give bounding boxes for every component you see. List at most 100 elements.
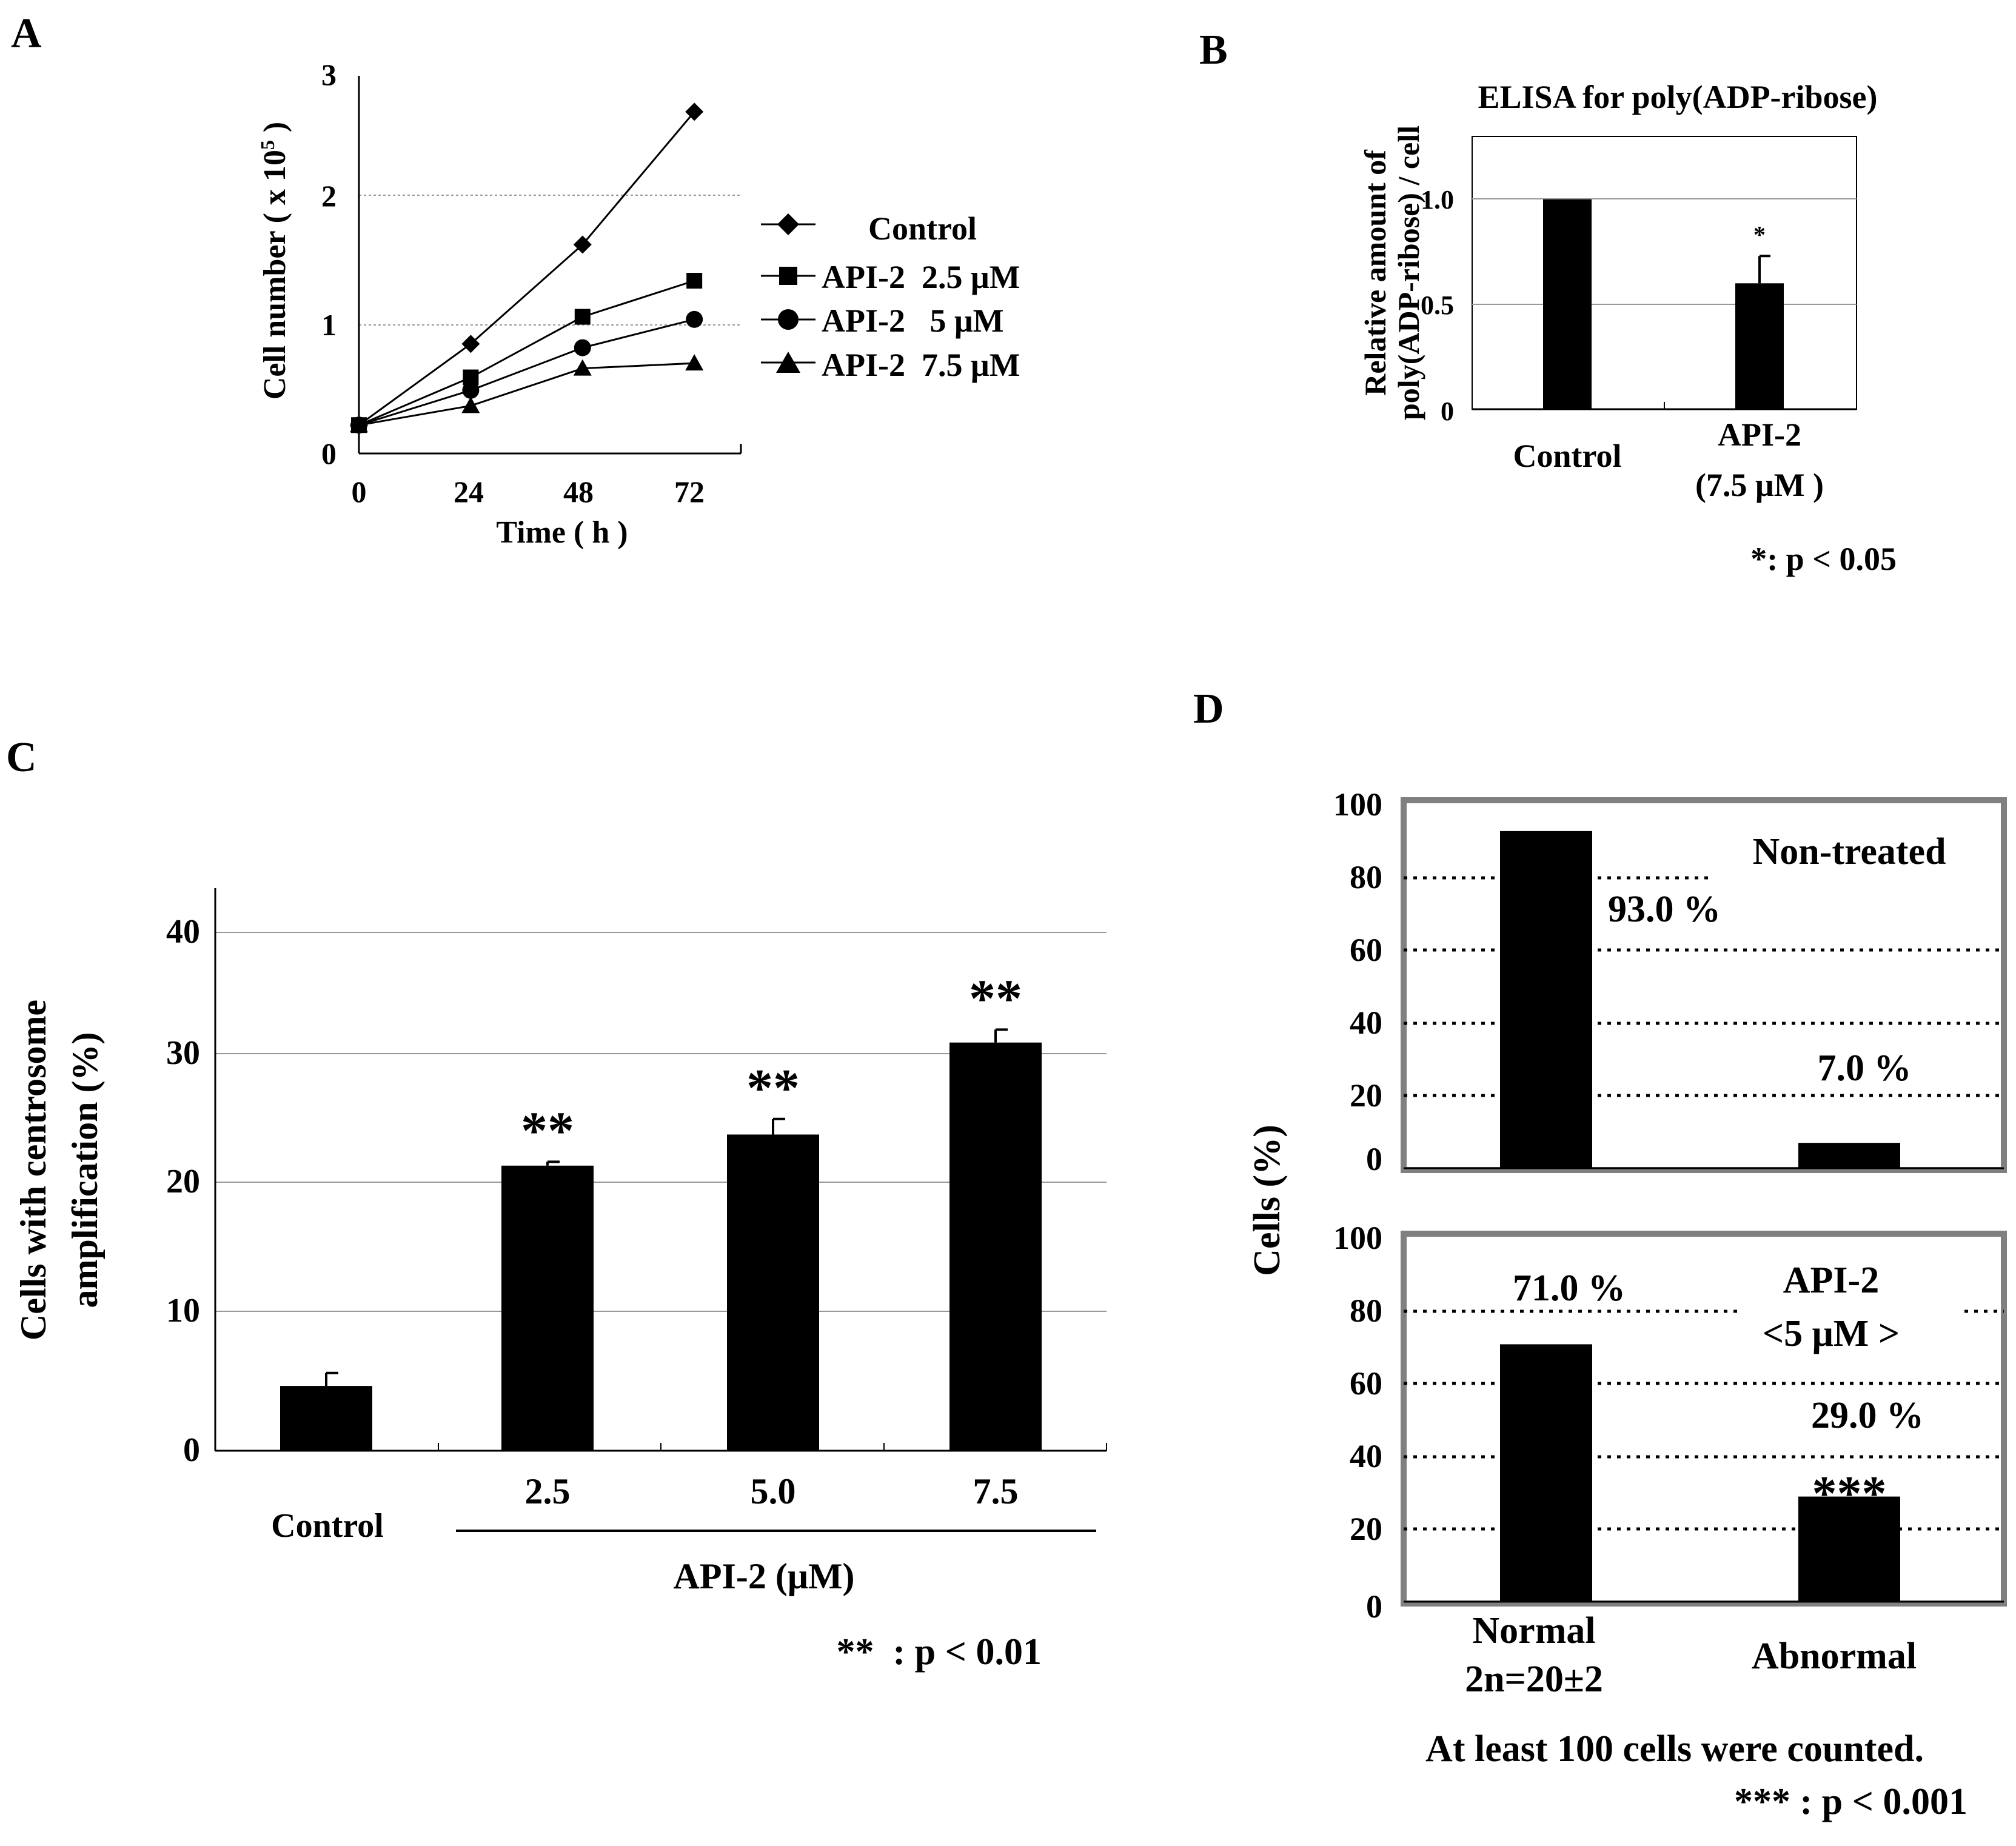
panel-a-legend: Control API-2 2.5 μM API-2 5 μM API-2 7.…: [761, 210, 1020, 383]
bar-control: [280, 1386, 372, 1451]
panel-a-y-axis-label: Cell number ( x 105 ): [256, 122, 292, 400]
panel-c-ytick-30: 30: [166, 1034, 200, 1072]
panel-d-bottom-ytick-100: 100: [1333, 1220, 1382, 1256]
series-line-api-2-2-5-m: [358, 279, 695, 426]
panel-b-y-axis-label-2: poly(ADP-ribose) / cell: [1391, 125, 1425, 420]
panel-d-top-ytick-40: 40: [1350, 1005, 1382, 1041]
panel-b-xtick-api2: API-2: [1718, 416, 1801, 453]
significance-7-5: **: [969, 969, 1022, 1028]
panel-b-ytick-2: 1.0: [1421, 185, 1454, 215]
panel-c-footnote: ** : p < 0.01: [837, 1631, 1042, 1673]
panel-d-xtick-normal: Normal: [1472, 1610, 1595, 1651]
panel-b-ytick-0: 0: [1441, 396, 1454, 426]
panel-d-bottom-ytick-60: 60: [1350, 1365, 1382, 1402]
panel-a-ytick-1: 1: [321, 308, 337, 342]
data-point-api-2-7-5-m-48h: [573, 359, 592, 376]
panel-c-ytick-0: 0: [183, 1431, 200, 1469]
panel-letter-b: B: [1199, 27, 1228, 73]
panel-a-xtick-2: 48: [563, 475, 594, 509]
bar-2-5: [501, 1165, 594, 1451]
panel-d-top-ytick-80: 80: [1350, 859, 1382, 895]
legend-label-5: API-2 5 μM: [822, 303, 1004, 339]
panel-d-footnote: *** : p < 0.001: [1734, 1781, 1967, 1822]
data-point-control-48h: [573, 235, 592, 254]
panel-a-ytick-2: 2: [321, 179, 337, 213]
panel-d-xtick-abnormal: Abnormal: [1752, 1636, 1917, 1677]
significance-5-0: **: [746, 1059, 800, 1118]
data-point-api-2-5-m-24h: [462, 381, 480, 399]
bar-top-normal: [1500, 831, 1592, 1168]
panel-c-ytick-20: 20: [166, 1163, 200, 1200]
bar-bottom-abnormal: [1798, 1496, 1900, 1602]
data-point-api-2-7-5-m-0h: [350, 416, 368, 433]
data-point-api-2-7-5-m-24h: [461, 396, 480, 413]
data-point-api-2-7-5-m-72h: [685, 354, 704, 371]
panel-b-title: ELISA for poly(ADP-ribose): [1478, 79, 1877, 115]
panel-c-xtick-control: Control: [271, 1507, 384, 1545]
legend-label-7-5: API-2 7.5 μM: [822, 347, 1020, 383]
panel-d-bottom-condition: API-2: [1783, 1260, 1879, 1301]
panel-d-bottom-value-abnormal: 29.0 %: [1811, 1395, 1924, 1436]
data-point-api-2-2-5-m-72h: [686, 273, 703, 289]
significance-bottom-abnormal: ***: [1812, 1466, 1887, 1521]
panel-a-xtick-0: 0: [352, 475, 367, 509]
panel-d-bottom-ytick-0: 0: [1366, 1588, 1382, 1625]
panel-c-group-label: API-2 (μM): [674, 1556, 855, 1596]
panel-d-chart: *** 0 20 40 60 80 100 0 20 40 60 80 100 …: [1247, 786, 2007, 1822]
panel-a-xtick-3: 72: [674, 475, 705, 509]
significance-api-2: *: [1753, 221, 1766, 248]
panel-d-xtick-normal-2n: 2n=20±2: [1465, 1659, 1603, 1700]
legend-marker-2-5: [779, 267, 797, 285]
panel-a-chart: 0 1 2 3 0 24 48 72 Time ( h ) Cell numbe…: [256, 58, 1020, 550]
legend-label-control: Control: [868, 210, 977, 247]
panel-d-top-ytick-100: 100: [1333, 786, 1382, 823]
panel-c-xtick-7-5: 7.5: [973, 1471, 1019, 1511]
panel-d-bottom-condition-dose: <5 μM >: [1763, 1313, 1900, 1354]
bar-control: [1543, 199, 1592, 409]
panel-d-top-value-normal: 93.0 %: [1608, 889, 1721, 930]
panel-a-x-axis-label: Time ( h ): [496, 515, 628, 550]
panel-b-y-axis-label: Relative amount of: [1358, 149, 1392, 396]
panel-d-note: At least 100 cells were counted.: [1425, 1728, 1924, 1770]
bar-api-2: [1735, 283, 1784, 409]
panel-c-ytick-40: 40: [166, 913, 200, 951]
panel-d-bottom-value-normal: 71.0 %: [1513, 1268, 1626, 1309]
panel-d-y-axis-label: Cells (%): [1247, 1125, 1288, 1276]
significance-2-5: **: [521, 1102, 574, 1160]
data-point-control-72h: [685, 102, 704, 121]
bar-7-5: [949, 1042, 1042, 1451]
panel-letter-d: D: [1193, 686, 1224, 732]
panel-c-chart: ** ** ** 0 10 20 30 40 Control 2.5 5.0 7.5…: [13, 888, 1107, 1673]
panel-b-xtick-api2-dose: (7.5 μM ): [1695, 467, 1824, 503]
panel-d-top-value-abnormal: 7.0 %: [1818, 1048, 1912, 1089]
bar-bottom-normal: [1500, 1344, 1592, 1602]
bar-5-0: [727, 1134, 819, 1451]
panel-c-ytick-10: 10: [166, 1292, 200, 1329]
panel-d-bottom-ytick-80: 80: [1350, 1293, 1382, 1329]
data-point-control-24h: [461, 335, 480, 353]
data-point-api-2-5-m-72h: [686, 310, 703, 328]
panel-d-top-ytick-20: 20: [1350, 1077, 1382, 1114]
legend-label-2-5: API-2 2.5 μM: [822, 259, 1020, 295]
data-point-api-2-5-m-48h: [574, 339, 591, 356]
panel-d-bottom-ytick-20: 20: [1350, 1511, 1382, 1547]
series-line-control: [358, 111, 695, 426]
data-point-api-2-2-5-m-48h: [574, 309, 591, 325]
panel-b-ytick-1: 0.5: [1421, 290, 1454, 320]
panel-a-ytick-3: 3: [321, 58, 337, 92]
panel-letter-a: A: [11, 10, 42, 57]
panel-c-y-axis-label-2: amplification (%): [65, 1032, 105, 1308]
panel-letter-c: C: [6, 734, 37, 781]
legend-marker-5: [778, 309, 799, 330]
legend-marker-control: [777, 213, 799, 235]
panel-c-xtick-5-0: 5.0: [751, 1471, 796, 1511]
panel-b-footnote: *: p < 0.05: [1750, 541, 1897, 577]
series-line-api-2-5-m: [358, 318, 695, 426]
panel-d-bottom-ytick-40: 40: [1350, 1438, 1382, 1474]
panel-d-top-condition: Non-treated: [1752, 831, 1946, 872]
panel-b-chart: ELISA for poly(ADP-ribose) * 0 0.5 1.0 C…: [1358, 79, 1897, 577]
panel-c-y-axis-label: Cells with centrosome: [13, 1000, 53, 1340]
series-line-api-2-7-5-m: [358, 362, 695, 426]
panel-a-xtick-1: 24: [454, 475, 484, 509]
legend-marker-7-5: [776, 352, 800, 373]
